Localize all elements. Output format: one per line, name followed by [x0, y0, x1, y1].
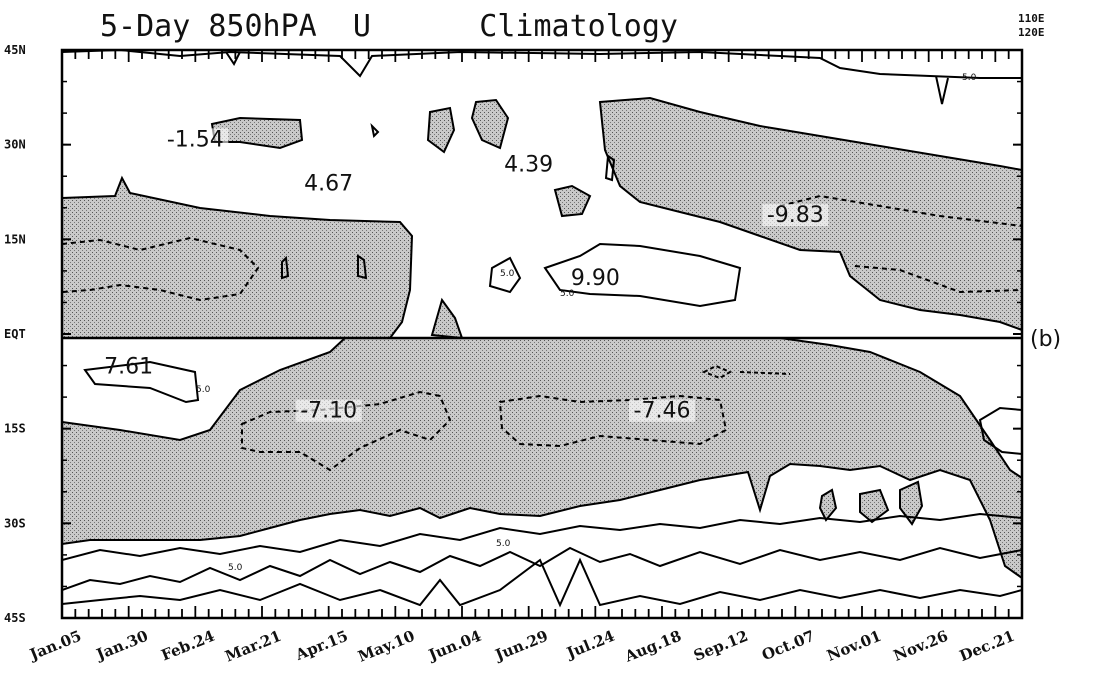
shade-cell-6 — [818, 488, 838, 522]
contour-dash-row — [739, 371, 791, 375]
value-label-bg — [762, 204, 829, 227]
corner-label-110e: 110E — [1018, 12, 1045, 25]
contour-label: 5.0 — [500, 269, 515, 279]
x-tick-label: Jul.24 — [562, 627, 617, 663]
value-label: -1.54 — [167, 127, 224, 152]
contour-sh-south-3 — [62, 557, 1022, 608]
x-tick-label: Jan.30 — [92, 627, 151, 665]
value-label: 7.61 — [104, 355, 153, 380]
contour-cell-n3 — [357, 254, 368, 280]
contour-label: 5.0 — [496, 539, 511, 549]
contour-sh-south-1 — [62, 512, 1022, 561]
y-tick-label: 45N — [4, 43, 26, 57]
shade-cell-7 — [859, 488, 890, 524]
contour-label: 5.0 — [560, 289, 575, 299]
contour-nh-top — [62, 50, 1022, 79]
x-tick-label: Aug.18 — [621, 627, 684, 666]
contour-cell-top-1 — [225, 51, 241, 66]
x-tick-label: Nov.26 — [891, 627, 951, 665]
contour-lines — [62, 50, 1022, 608]
shade-sh-main — [62, 337, 1022, 580]
y-tick-label: 30S — [4, 516, 26, 530]
contour-cell-mid — [370, 122, 380, 139]
corner-label-120e: 120E — [1018, 26, 1045, 39]
y-axis: 45N 30N 15N EQT 15S 30S 45S — [4, 43, 1022, 625]
contour-label: 5.0 — [228, 563, 243, 573]
contour-9-90-loop — [543, 242, 742, 308]
shade-cell-8 — [899, 480, 924, 526]
contour-cell-n2 — [281, 255, 290, 280]
value-label-bg — [162, 128, 229, 151]
y-tick-label: 45S — [4, 611, 26, 625]
y-tick-label: 15S — [4, 422, 26, 436]
x-tick-label: Nov.01 — [824, 627, 884, 665]
contour-label: 5.0 — [962, 73, 977, 83]
shade-nh-low — [62, 175, 414, 339]
x-tick-label: May.10 — [355, 627, 417, 666]
x-tick-label: Oct.07 — [759, 627, 817, 664]
y-tick-label: 15N — [4, 232, 26, 246]
value-label: -7.46 — [634, 399, 691, 424]
shade-cell-2 — [426, 106, 456, 154]
contour-cell-s1 — [978, 406, 1022, 456]
y-tick-label: 30N — [4, 138, 26, 152]
value-label: -9.83 — [767, 203, 824, 228]
contour-dash-small — [701, 364, 733, 380]
value-label-bg — [629, 399, 695, 422]
contour-nh-dashed-2 — [779, 194, 1022, 227]
value-label: 4.39 — [504, 153, 553, 178]
value-label: 4.67 — [304, 172, 353, 197]
shade-cell-5 — [430, 297, 464, 340]
contour-sh-south-2 — [62, 546, 1022, 591]
x-tick-label: Dec.21 — [957, 627, 1017, 665]
x-tick-label: Feb.24 — [159, 627, 218, 665]
contour-nh-dashed-1 — [62, 236, 260, 302]
contour-cell-top-2 — [935, 75, 949, 105]
x-tick-label: Jun.04 — [424, 627, 484, 665]
shade-cell-4 — [553, 184, 592, 218]
value-label: -7.10 — [300, 399, 357, 424]
shade-cell-3 — [470, 98, 510, 150]
x-tick-label: Jun.29 — [491, 627, 551, 665]
contour-cell-n4 — [604, 154, 616, 182]
contour-7-61-loop — [83, 360, 200, 404]
contour-nh-dashed-3 — [854, 265, 1022, 294]
contour-labels: 5.0 5.0 5.0 5.0 5.0 5.0 — [196, 73, 977, 573]
x-tick-label: Jan.05 — [25, 627, 84, 665]
contour-label: 5.0 — [196, 385, 211, 395]
x-tick-label: Sep.12 — [691, 627, 751, 665]
value-label-bg — [295, 399, 362, 422]
y-tick-label: EQT — [4, 327, 26, 341]
x-tick-label: Apr.15 — [292, 627, 350, 665]
contour-5-0-loop — [488, 256, 522, 294]
value-labels: -1.54 4.67 4.39 -9.83 9.90 7.61 -7.10 -7.46 — [104, 127, 829, 424]
value-label: 9.90 — [571, 266, 620, 291]
x-tick-label: Mar.21 — [222, 627, 283, 666]
chart-title: 5-Day 850hPA U Climatology — [100, 9, 678, 44]
panel-label: (b) — [1030, 327, 1061, 352]
